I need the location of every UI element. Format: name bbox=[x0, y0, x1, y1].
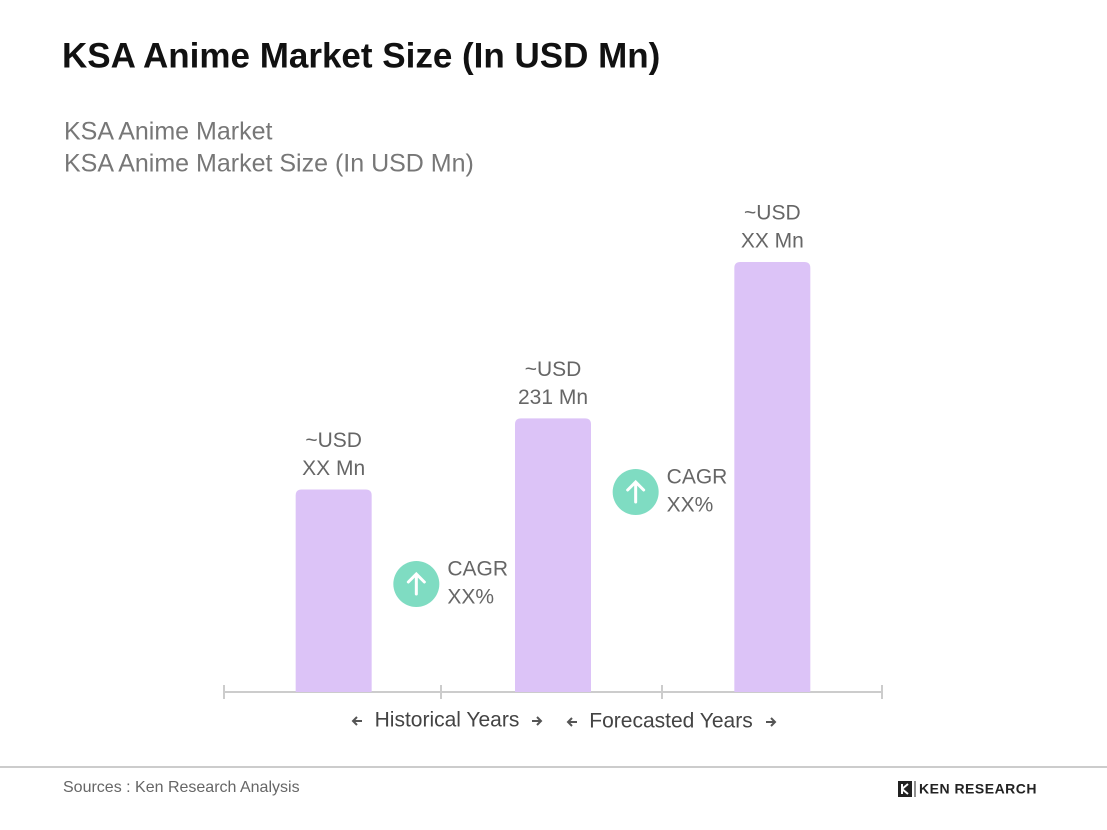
value-label: 231 Mn bbox=[518, 386, 588, 409]
page-title: KSA Anime Market Size (In USD Mn) bbox=[62, 36, 660, 75]
value-label: ~USD bbox=[744, 202, 801, 225]
cagr-label: CAGR bbox=[667, 466, 728, 489]
bar bbox=[515, 418, 591, 692]
source: Sources : Ken Research Analysis bbox=[63, 779, 300, 796]
bar bbox=[295, 489, 372, 692]
cagr-label: XX% bbox=[447, 586, 494, 609]
logo: KEN RESEARCH bbox=[919, 781, 1037, 797]
value-label: XX Mn bbox=[741, 230, 804, 253]
value-label: XX Mn bbox=[302, 457, 365, 480]
value-label: ~USD bbox=[305, 429, 362, 452]
cagr-label: CAGR bbox=[447, 558, 508, 581]
period-label: Forecasted Years bbox=[589, 710, 752, 733]
logo-icon bbox=[898, 781, 916, 797]
period-arrows bbox=[351, 716, 777, 727]
bar bbox=[734, 262, 811, 692]
cagr-label: XX% bbox=[667, 494, 714, 517]
chart-subtitle: KSA Anime Market Size (In USD Mn) bbox=[64, 150, 474, 178]
value-label: ~USD bbox=[525, 358, 582, 381]
cagr-arrow bbox=[406, 571, 426, 596]
period-label: Historical Years bbox=[375, 709, 520, 732]
cagr-arrow bbox=[626, 479, 646, 504]
chart-title: KSA Anime Market bbox=[64, 118, 272, 146]
